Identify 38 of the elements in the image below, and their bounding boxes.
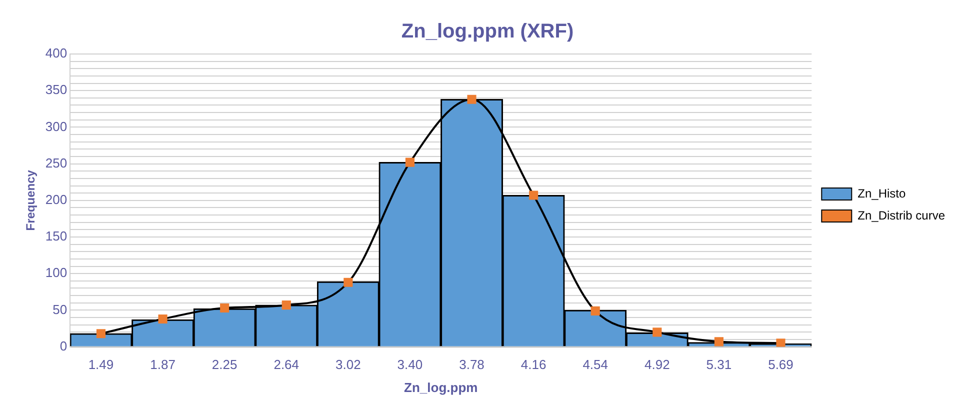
x-tick-label: 4.54 [582, 357, 608, 372]
point [220, 303, 230, 313]
y-tick-label: 400 [45, 46, 68, 61]
x-tick-label: 4.16 [520, 357, 546, 372]
x-tick-label: 2.25 [212, 357, 238, 372]
y-tick-label: 100 [45, 265, 68, 280]
point [529, 190, 538, 200]
x-tick-label: 5.69 [768, 357, 794, 372]
y-axis-title: Frequency [24, 170, 38, 231]
x-tick-label: 3.40 [397, 357, 423, 372]
x-tick-label: 5.31 [706, 357, 732, 372]
point [714, 337, 724, 346]
x-tick-label: 2.64 [274, 357, 300, 372]
chart-title: Zn_log.ppm (XRF) [401, 20, 574, 43]
point [282, 300, 291, 310]
legend-label: Zn_Distrib curve [858, 208, 946, 222]
y-tick-label: 0 [60, 338, 68, 354]
y-tick-label: 300 [45, 118, 68, 134]
point [158, 314, 168, 324]
y-tick-label: 150 [45, 228, 68, 244]
point [590, 306, 600, 316]
legend-label: Zn_Histo [858, 186, 906, 200]
point [652, 328, 662, 337]
x-tick-label: 3.78 [459, 357, 484, 372]
y-tick-label: 250 [45, 155, 68, 170]
point [405, 158, 415, 167]
y-tick-label: 50 [52, 302, 68, 317]
point [776, 338, 786, 347]
point [467, 94, 476, 104]
x-tick-label: 1.49 [88, 357, 114, 372]
point [96, 329, 106, 338]
x-axis-title: Zn_log.ppm [404, 380, 478, 395]
y-tick-label: 350 [45, 82, 68, 98]
x-tick-label: 1.87 [150, 357, 176, 372]
y-tick-label: 200 [45, 192, 68, 207]
x-tick-label: 3.02 [336, 357, 361, 372]
point [344, 278, 353, 287]
x-tick-label: 4.92 [644, 357, 670, 372]
